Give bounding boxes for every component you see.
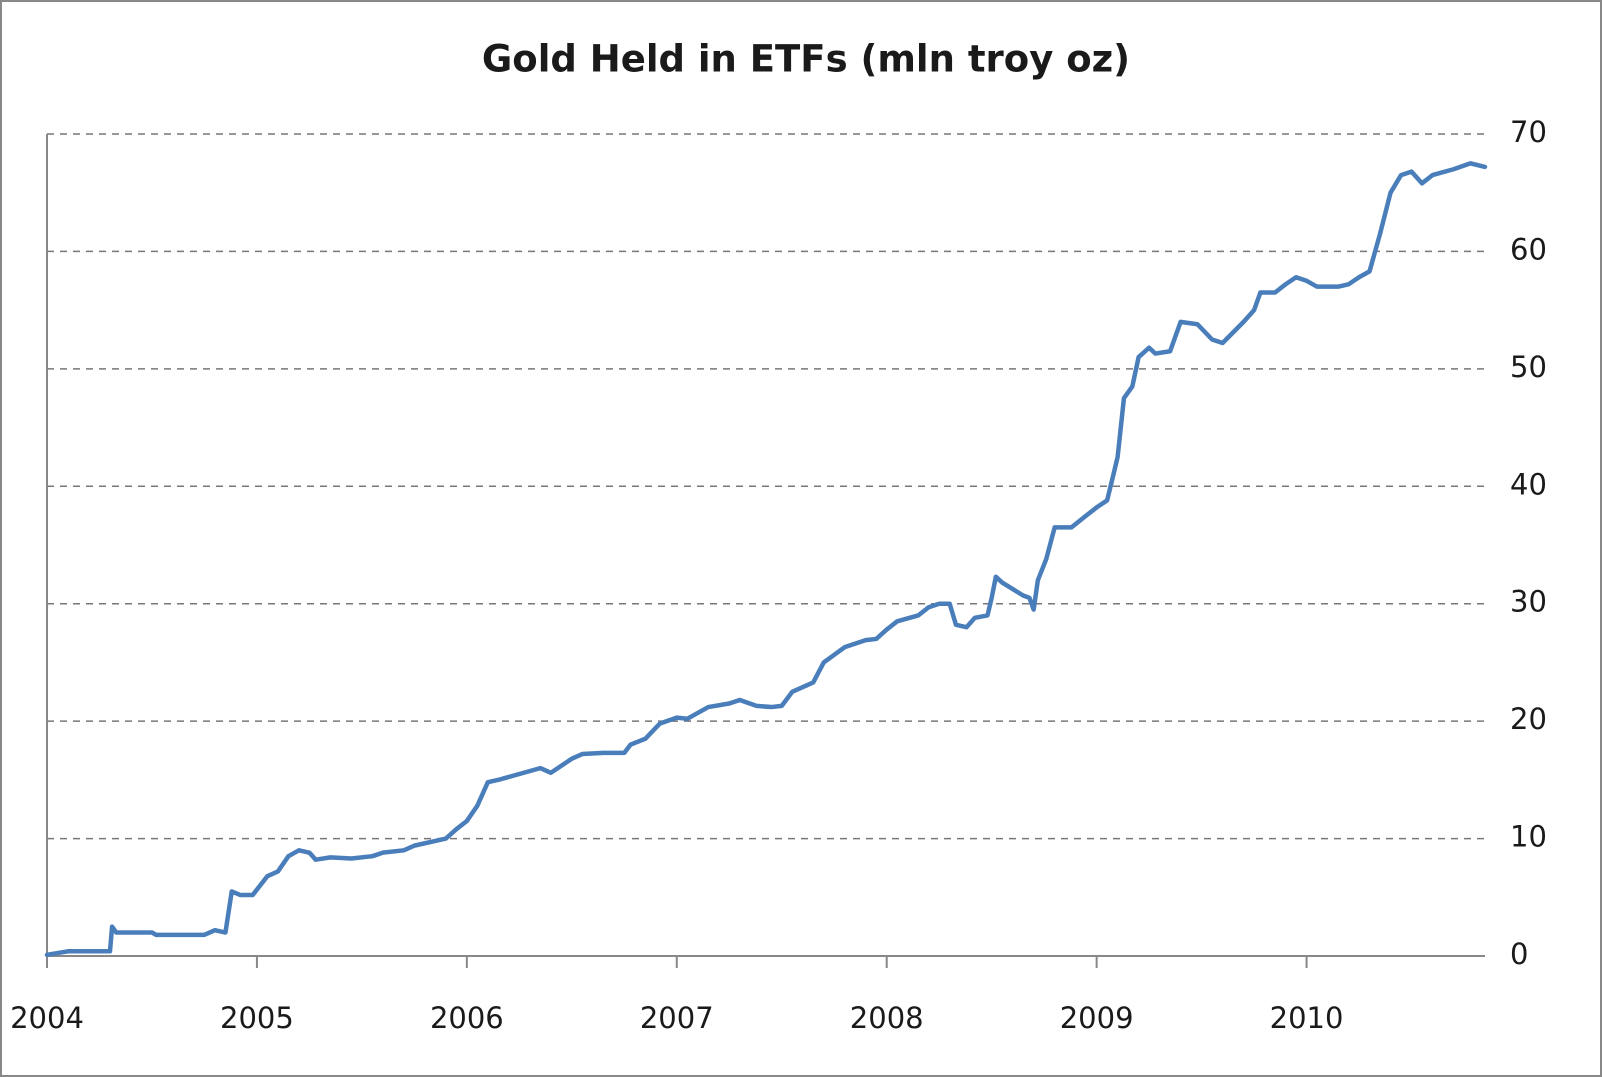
x-tick-label: 2004: [10, 1001, 84, 1035]
y-tick-label: 60: [1510, 232, 1547, 266]
x-tick-label: 2010: [1270, 1001, 1344, 1035]
y-tick-label: 20: [1510, 702, 1547, 736]
y-tick-label: 40: [1510, 467, 1547, 501]
x-tick-label: 2006: [430, 1001, 504, 1035]
x-tick-label: 2008: [850, 1001, 924, 1035]
y-tick-label: 50: [1510, 350, 1547, 384]
y-tick-label: 70: [1510, 115, 1547, 149]
x-tick-label: 2005: [220, 1001, 294, 1035]
y-tick-label: 10: [1510, 820, 1547, 854]
y-tick-label: 0: [1510, 937, 1528, 971]
data-line: [44, 161, 1488, 958]
y-tick-label: 30: [1510, 585, 1547, 619]
chart-title: Gold Held in ETFs (mln troy oz): [482, 38, 1130, 81]
x-tick-label: 2007: [640, 1001, 714, 1035]
x-tick-label: 2009: [1060, 1001, 1134, 1035]
